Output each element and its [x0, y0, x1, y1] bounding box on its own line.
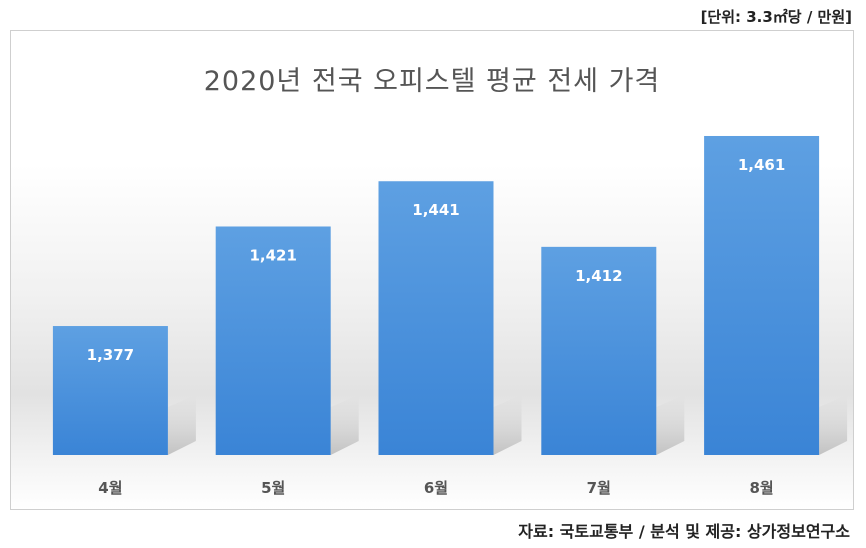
category-label: 6월 — [424, 479, 448, 497]
chart-title: 2020년 전국 오피스텔 평균 전세 가격 — [203, 66, 661, 97]
bar-value-label: 1,377 — [87, 346, 134, 364]
bar-3 — [378, 181, 494, 456]
category-label: 8월 — [749, 479, 773, 497]
bar-shadow — [493, 395, 522, 455]
bar-4 — [541, 246, 657, 455]
source-note: 자료: 국토교통부 / 분석 및 제공: 상가정보연구소 — [518, 522, 850, 541]
bar-plot: 1,377 4월 1,421 5월 1,441 6월 1,412 7월 1,461 8월 — [52, 135, 848, 497]
bar-value-label: 1,461 — [738, 156, 785, 174]
bar-shadow — [330, 395, 359, 455]
category-label: 4월 — [98, 479, 122, 497]
bar-1 — [52, 326, 168, 455]
chart-area: 2020년 전국 오피스텔 평균 전세 가격 1,377 4월 1,421 5월 1,4… — [10, 30, 854, 510]
unit-note: [단위: 3.3㎡당 / 만원] — [700, 8, 852, 26]
bar-2 — [215, 226, 331, 455]
bar-shadow — [167, 395, 196, 455]
bar-shadow — [819, 395, 848, 455]
bar-value-label: 1,441 — [412, 201, 459, 219]
bar-shadow — [656, 395, 685, 455]
category-label: 7월 — [587, 479, 611, 497]
bar-5 — [704, 135, 820, 456]
category-label: 5월 — [261, 479, 285, 497]
bar-value-label: 1,421 — [249, 246, 296, 264]
bar-value-label: 1,412 — [575, 267, 622, 285]
